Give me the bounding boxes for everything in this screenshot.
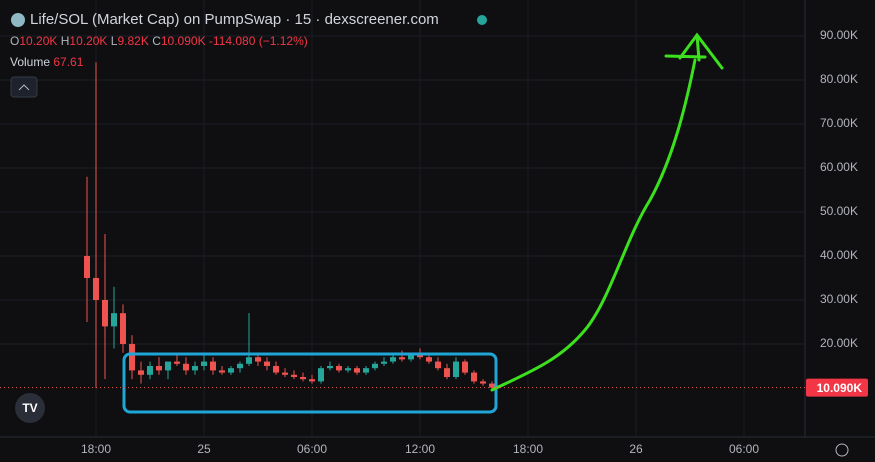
ohlc-value: 9.82K	[117, 34, 149, 48]
x-tick-label: 18:00	[513, 442, 543, 456]
candle-body	[290, 374, 297, 377]
x-tick-label: 06:00	[297, 442, 327, 456]
x-tick-label: 12:00	[405, 442, 435, 456]
candle-body	[299, 376, 306, 380]
candle-body	[236, 363, 243, 369]
volume-row: Volume 67.61	[10, 55, 83, 69]
candle-body	[398, 357, 405, 360]
y-tick-label: 90.00K	[820, 28, 858, 42]
volume-value: 67.61	[53, 55, 84, 69]
candle-body	[281, 372, 288, 375]
candle-body	[317, 368, 324, 382]
candle-body	[119, 313, 126, 344]
last-price-label: 10.090K	[817, 381, 863, 395]
candle-body	[443, 368, 450, 377]
candle-body	[272, 365, 279, 373]
candle-body	[83, 255, 90, 278]
x-tick-label: 25	[197, 442, 211, 456]
candle-body	[353, 368, 360, 373]
candle-body	[389, 357, 396, 362]
candle-body	[371, 363, 378, 369]
ohlc-label: O	[10, 34, 20, 48]
candle-body	[452, 361, 459, 377]
settings-icon[interactable]	[835, 443, 849, 457]
y-tick-label: 60.00K	[820, 160, 858, 174]
candle-body	[173, 361, 180, 364]
ohlc-label: H	[60, 34, 70, 48]
y-tick-label: 40.00K	[820, 248, 858, 262]
last-price-badge	[806, 378, 868, 397]
candle-body	[137, 370, 144, 375]
y-tick-label: 20.00K	[820, 336, 858, 350]
candle-body	[470, 372, 477, 382]
candle-body	[479, 381, 486, 384]
ohlc-row: O10.20K H10.20K L9.82K C10.090K -114.080…	[10, 34, 308, 48]
ohlc: O10.20K H10.20K L9.82K C10.090K	[10, 34, 209, 48]
candle-body	[326, 365, 333, 369]
candle-body	[209, 361, 216, 371]
candle-body	[101, 299, 108, 327]
status-dot	[477, 15, 487, 25]
candle-body	[461, 361, 468, 373]
candle-body	[218, 370, 225, 373]
candle-body	[254, 357, 261, 362]
candle-body	[164, 361, 171, 371]
x-tick-label: 06:00	[729, 442, 759, 456]
candle-body	[308, 379, 315, 382]
title: Life/SOL (Market Cap) on PumpSwap · 15 ·…	[30, 11, 439, 28]
x-tick-label: 26	[629, 442, 643, 456]
y-tick-label: 70.00K	[820, 116, 858, 130]
ohlc-value: 10.20K	[19, 34, 58, 48]
x-tick-label: 18:00	[81, 442, 111, 456]
collapse-button[interactable]	[10, 76, 38, 98]
y-tick-label: 80.00K	[820, 72, 858, 86]
candle-body	[263, 361, 270, 366]
y-tick-label: 50.00K	[820, 204, 858, 218]
collapse-icon	[18, 84, 30, 91]
ohlc-label: C	[152, 34, 161, 48]
candle-body	[200, 361, 207, 366]
candle-body	[380, 361, 387, 364]
range-annotation	[122, 352, 498, 414]
ohlc-label: L	[110, 34, 118, 48]
candle-body	[110, 313, 117, 327]
volume-label: Volume	[10, 55, 51, 69]
candle-body	[488, 383, 495, 388]
tv-logo	[15, 393, 45, 423]
token-icon	[11, 13, 25, 27]
arrow-annotation	[490, 32, 724, 392]
candle-body	[182, 363, 189, 371]
ohlc-value: 10.20K	[69, 34, 108, 48]
candle-body	[191, 365, 198, 371]
candle-body	[416, 354, 423, 358]
candle-body	[344, 368, 351, 371]
candle-body	[92, 277, 99, 300]
candle-body	[425, 357, 432, 362]
candle-body	[128, 343, 135, 371]
y-tick-label: 30.00K	[820, 292, 858, 306]
candle-body	[407, 354, 414, 360]
candle-body	[335, 365, 342, 371]
candle-body	[434, 361, 441, 369]
candle-body	[362, 368, 369, 373]
candle-body	[227, 368, 234, 373]
candle-body	[245, 357, 252, 364]
change: -114.080 (−1.12%)	[208, 34, 308, 48]
candle-body	[146, 365, 153, 375]
tv-logo-text: TV	[22, 401, 37, 415]
ohlc-value: 10.090K	[160, 34, 206, 48]
candle-body	[155, 365, 162, 371]
